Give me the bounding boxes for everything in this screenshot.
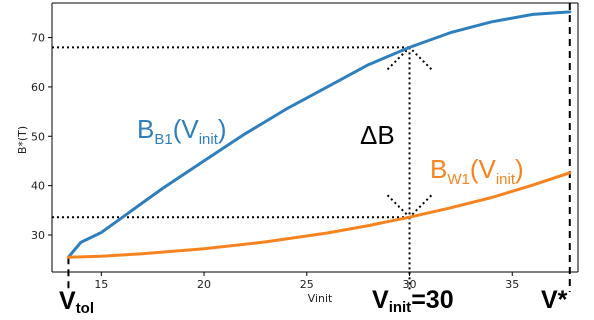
y-tick-label: 30 (31, 229, 45, 242)
series-lines (66, 10, 572, 259)
series-label-bb1: BB1(Vinit) (137, 114, 227, 148)
y-axis-label: B*(T) (16, 126, 29, 154)
guide-lines (52, 3, 571, 292)
x-tick-label: 20 (197, 278, 211, 291)
y-tick-label: 50 (31, 130, 45, 143)
x-tick-label: 30 (403, 278, 417, 291)
series-label-bw1-text: BW1(Vinit) (430, 154, 524, 188)
v-star-label: V* (541, 286, 568, 314)
delta-b-label: ΔB (360, 120, 395, 150)
y-tick-label: 70 (31, 32, 45, 45)
x-axis-label: Vinit (308, 292, 333, 305)
x-tick-label: 25 (300, 278, 314, 291)
series-label-bw1: BW1(Vinit) (430, 154, 524, 188)
y-axis-ticks: 30 40 50 60 70 (31, 32, 52, 242)
series-line-bb1 (66, 10, 572, 259)
y-tick-label: 60 (31, 81, 45, 94)
x-tick-label: 35 (505, 278, 519, 291)
x-axis-ticks: 15 20 25 30 35 (94, 272, 519, 291)
v-tol-label: Vtol (59, 287, 94, 317)
x-tick-label: 15 (94, 278, 108, 291)
plot-frame (51, 2, 579, 273)
y-tick-label: 40 (31, 180, 45, 193)
series-line-bw1 (66, 171, 572, 259)
series-label-bb1-text: BB1(Vinit) (137, 114, 227, 148)
v-init-label: Vinit=30 (372, 286, 454, 316)
